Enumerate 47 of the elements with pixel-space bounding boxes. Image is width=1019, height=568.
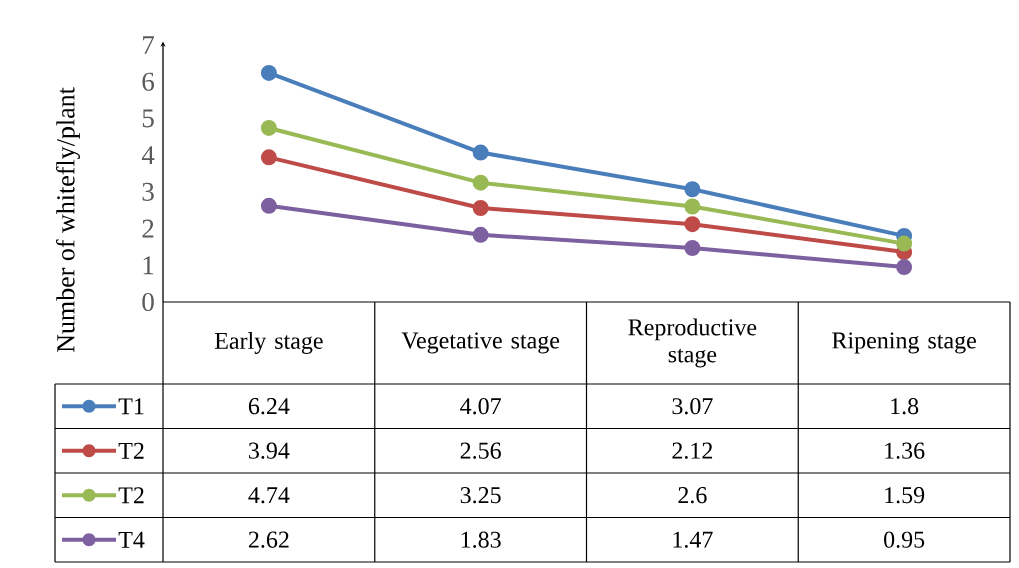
data-label: 4.07	[460, 398, 501, 415]
data-label: 1.83	[461, 531, 501, 548]
data-label: 4.74	[248, 487, 290, 504]
y-tick-label: 7	[143, 36, 155, 54]
y-tick-label: 3	[142, 182, 154, 201]
point	[260, 119, 277, 136]
point	[684, 181, 701, 198]
legend-label: T2	[118, 442, 144, 459]
data-label: 0.95	[884, 531, 925, 548]
data-label: 1.47	[673, 531, 713, 548]
x-tick-label: Early stage	[214, 332, 323, 354]
point	[684, 216, 701, 233]
data-label: 6.24	[248, 398, 290, 415]
point	[260, 149, 277, 166]
point	[260, 197, 277, 214]
y-tick-label: 2	[142, 219, 154, 238]
x-tick-label: Reproductive stage	[628, 318, 757, 368]
legend-label: T4	[118, 531, 145, 548]
data-label: 2.62	[248, 531, 289, 548]
y-tick-label: 6	[142, 72, 155, 91]
point	[472, 174, 489, 191]
y-tick-label: 0	[142, 292, 154, 312]
x-tick-label: Vegetative stage	[401, 332, 560, 354]
x-tick-label: Ripening stage	[832, 332, 976, 354]
data-label: 3.94	[249, 442, 290, 459]
legend-label: T1	[118, 398, 144, 415]
point	[472, 200, 489, 216]
point	[260, 64, 277, 81]
y-tick-label: 5	[142, 109, 154, 128]
data-label: 3.07	[672, 398, 713, 415]
data-label: 1.36	[885, 442, 925, 459]
point	[684, 198, 701, 215]
y-axis-title: Number of whitefly/plant	[56, 87, 80, 353]
data-label: 2.6	[678, 487, 707, 504]
point	[472, 226, 489, 243]
y-tick-label: 4	[141, 146, 155, 165]
y-tick-label: 1	[143, 256, 154, 275]
point	[684, 240, 701, 257]
data-label: 1.59	[885, 487, 925, 504]
point	[472, 144, 489, 161]
legend-label: T2	[118, 487, 144, 504]
point	[896, 235, 913, 252]
data-label: 3.25	[460, 487, 501, 504]
data-label: 1.8	[891, 398, 919, 415]
data-label: 2.12	[672, 442, 713, 459]
point	[896, 259, 913, 276]
data-label: 2.56	[460, 442, 501, 459]
